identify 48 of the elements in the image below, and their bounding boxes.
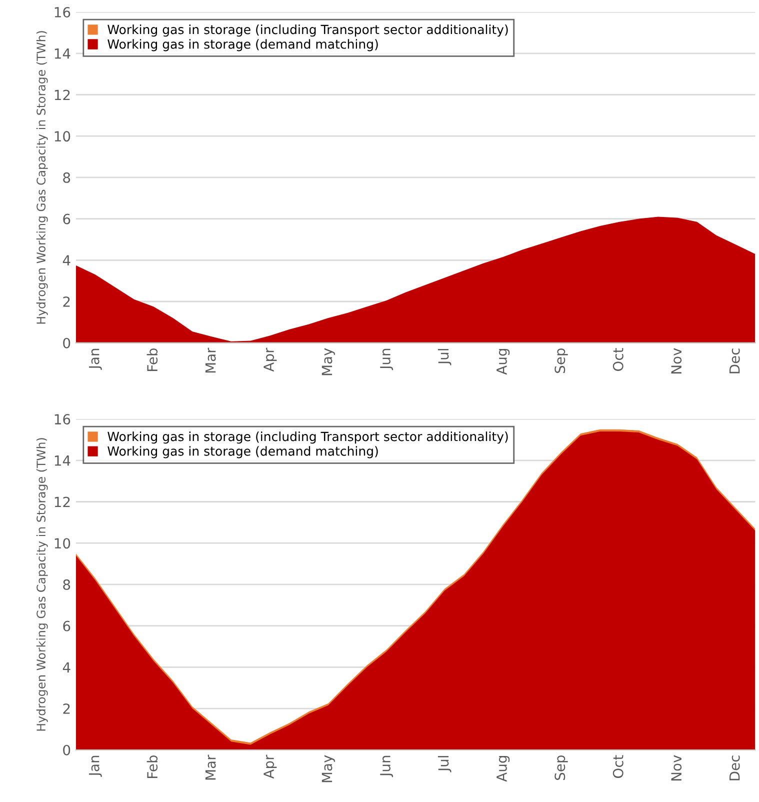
y-tick-label: 0	[63, 744, 70, 756]
x-tick-label: Oct	[612, 755, 624, 778]
y-axis-title: Hydrogen Working Gas Capacity in Storage (TWh)	[36, 438, 48, 731]
y-tick-label: 8	[63, 579, 70, 590]
x-tick-label: Oct	[612, 348, 624, 371]
x-tick-label: Nov	[671, 755, 682, 780]
y-tick-label: 12	[54, 496, 70, 508]
y-tick-label: 14	[54, 456, 70, 466]
x-tick-label: Nov	[671, 348, 682, 374]
legend-label: Working gas in storage (including Transport sector additionality)	[108, 24, 508, 37]
legend-label: Working gas in storage (demand matching)	[108, 39, 378, 52]
x-tick-label: Sep	[554, 755, 568, 780]
x-tick-label: Jan	[89, 756, 102, 777]
y-tick-label: 12	[54, 90, 70, 100]
x-tick-label: Mar	[205, 754, 216, 780]
x-tick-label: Aug	[496, 756, 510, 782]
x-tick-label: May	[322, 348, 335, 376]
legend-label: Working gas in storage (demand matching)	[108, 446, 378, 458]
y-tick-label: 16	[54, 414, 70, 425]
x-tick-label: Apr	[264, 754, 277, 779]
x-tick-label: Aug	[496, 348, 510, 375]
y-tick-label: 4	[62, 662, 70, 672]
legend-label: Working gas in storage (including Transport sector additionality)	[108, 432, 508, 444]
x-tick-label: Mar	[205, 348, 216, 373]
x-tick-label: Jul	[438, 756, 452, 772]
y-tick-label: 2	[63, 703, 70, 714]
x-tick-label: Dec	[730, 756, 740, 780]
x-tick-label: Dec	[730, 348, 740, 374]
y-tick-label: 10	[54, 538, 70, 549]
x-tick-label: Jul	[438, 349, 452, 366]
x-tick-label: Jun	[380, 756, 394, 778]
y-tick-label: 16	[54, 7, 70, 18]
y-tick-label: 6	[63, 620, 70, 632]
y-tick-label: 8	[63, 172, 70, 183]
y-tick-label: 2	[63, 296, 70, 307]
y-tick-label: 6	[63, 214, 70, 224]
y-tick-label: 10	[54, 131, 70, 142]
y-tick-label: 4	[62, 255, 70, 266]
x-tick-label: Apr	[264, 348, 277, 372]
x-tick-label: Feb	[146, 755, 158, 778]
x-tick-label: Sep	[554, 348, 568, 373]
x-tick-label: May	[322, 755, 335, 782]
y-tick-label: 14	[54, 48, 70, 59]
y-tick-label: 0	[63, 338, 70, 348]
x-tick-label: Jun	[380, 348, 394, 370]
x-tick-label: Feb	[146, 348, 158, 371]
x-tick-label: Jan	[89, 348, 102, 370]
y-axis-title: Hydrogen Working Gas Capacity in Storage (TWh)	[36, 31, 48, 324]
